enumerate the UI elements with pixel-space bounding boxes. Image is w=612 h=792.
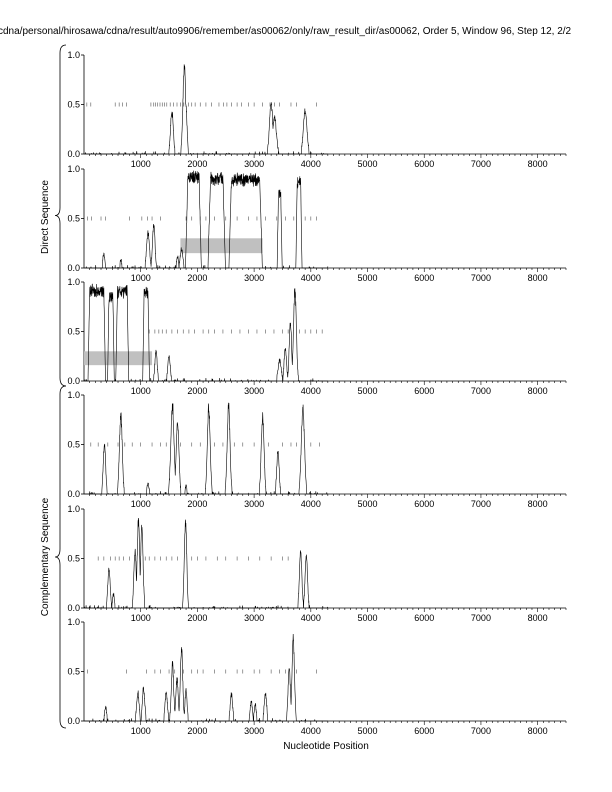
y-tick-label: 0.0 <box>67 263 80 273</box>
panel-1: 0.0 0.5 1.0 1000 2000 3000 4000 5000 6000 7000 800… <box>67 50 567 169</box>
x-tick-label: 3000 <box>244 499 264 509</box>
y-tick-label: 1.0 <box>67 504 80 514</box>
y-tick-label: 1.0 <box>67 164 80 174</box>
brace-direct <box>54 44 67 387</box>
y-tick-label: 0.0 <box>67 489 80 499</box>
y-tick-label: 0.5 <box>67 554 80 564</box>
x-tick-label: 8000 <box>528 613 548 623</box>
group-label-direct: Direct Sequence <box>40 180 51 254</box>
x-tick-label: 3000 <box>244 613 264 623</box>
figure-header: cdna/personal/hirosawa/cdna/result/auto9… <box>0 26 612 40</box>
panel-5: 0.0 0.5 1.0 1000 2000 3000 4000 5000 6000 7000 800… <box>67 504 567 623</box>
brace-complementary <box>54 385 67 729</box>
x-tick-label: 5000 <box>358 273 378 283</box>
series-line <box>84 64 328 155</box>
panel-2: 0.0 0.5 1.0 1000 2000 3000 4000 5000 6000 7000 800… <box>67 164 567 283</box>
group-braces <box>54 44 67 729</box>
figure-header-text: cdna/personal/hirosawa/cdna/result/auto9… <box>0 26 572 37</box>
x-tick-label: 6000 <box>414 613 434 623</box>
x-tick-label: 7000 <box>471 386 491 396</box>
region-bar <box>180 238 263 254</box>
x-tick-label: 6000 <box>414 386 434 396</box>
x-tick-label: 4000 <box>301 159 321 169</box>
series-line <box>84 634 328 722</box>
x-tick-label: 6000 <box>414 273 434 283</box>
x-tick-label: 2000 <box>187 386 207 396</box>
y-tick-label: 1.0 <box>67 390 80 400</box>
x-tick-label: 6000 <box>414 499 434 509</box>
region-bar <box>84 351 153 366</box>
x-tick-label: 7000 <box>471 499 491 509</box>
y-tick-label: 0.0 <box>67 149 80 159</box>
x-tick-label: 4000 <box>301 726 321 736</box>
series-line <box>84 170 329 270</box>
x-tick-label: 5000 <box>358 499 378 509</box>
x-tick-label: 1000 <box>131 726 151 736</box>
x-tick-label: 2000 <box>187 613 207 623</box>
x-tick-label: 8000 <box>528 273 548 283</box>
x-axis-title: Nucleotide Position <box>283 741 369 752</box>
x-tick-label: 1000 <box>131 499 151 509</box>
x-tick-label: 2000 <box>187 159 207 169</box>
x-tick-label: 2000 <box>187 726 207 736</box>
x-tick-label: 2000 <box>187 499 207 509</box>
series-line <box>84 402 328 495</box>
x-tick-label: 5000 <box>358 726 378 736</box>
x-tick-label: 8000 <box>528 499 548 509</box>
x-tick-label: 8000 <box>528 386 548 396</box>
x-tick-label: 4000 <box>301 386 321 396</box>
x-tick-label: 2000 <box>187 273 207 283</box>
y-tick-label: 0.5 <box>67 327 80 337</box>
x-tick-label: 3000 <box>244 159 264 169</box>
panel-3: 0.0 0.5 1.0 1000 2000 3000 4000 5000 6000 7000 800… <box>67 277 567 396</box>
y-tick-label: 0.5 <box>67 214 80 224</box>
y-tick-label: 0.0 <box>67 603 80 613</box>
series-line <box>84 518 329 609</box>
x-tick-label: 4000 <box>301 613 321 623</box>
y-tick-label: 0.5 <box>67 100 80 110</box>
y-tick-label: 0.5 <box>67 440 80 450</box>
x-tick-label: 5000 <box>358 386 378 396</box>
x-tick-label: 5000 <box>358 613 378 623</box>
x-tick-label: 4000 <box>301 499 321 509</box>
chart-panels: 0.0 0.5 1.0 1000 2000 3000 4000 5000 6000 7000 800… <box>67 50 567 736</box>
x-tick-label: 3000 <box>244 386 264 396</box>
panel-6: 0.0 0.5 1.0 1000 2000 3000 4000 5000 6000 7000 800… <box>67 617 567 736</box>
x-tick-label: 8000 <box>528 159 548 169</box>
series-line <box>84 283 328 383</box>
x-tick-label: 6000 <box>414 726 434 736</box>
y-tick-label: 0.0 <box>67 376 80 386</box>
x-tick-label: 1000 <box>131 273 151 283</box>
panel-4: 0.0 0.5 1.0 1000 2000 3000 4000 5000 6000 7000 800… <box>67 390 567 509</box>
x-tick-label: 8000 <box>528 726 548 736</box>
x-tick-label: 3000 <box>244 273 264 283</box>
x-tick-label: 7000 <box>471 613 491 623</box>
x-tick-label: 7000 <box>471 726 491 736</box>
x-tick-label: 1000 <box>131 386 151 396</box>
x-tick-label: 4000 <box>301 273 321 283</box>
group-label-complementary: Complementary Sequence <box>40 497 51 616</box>
x-tick-label: 7000 <box>471 159 491 169</box>
x-tick-label: 1000 <box>131 613 151 623</box>
x-tick-label: 7000 <box>471 273 491 283</box>
x-tick-label: 5000 <box>358 159 378 169</box>
y-tick-label: 1.0 <box>67 50 80 60</box>
y-tick-label: 0.5 <box>67 667 80 677</box>
x-tick-label: 3000 <box>244 726 264 736</box>
y-tick-label: 1.0 <box>67 277 80 287</box>
y-tick-label: 1.0 <box>67 617 80 627</box>
y-tick-label: 0.0 <box>67 716 80 726</box>
x-tick-label: 6000 <box>414 159 434 169</box>
x-tick-label: 1000 <box>131 159 151 169</box>
